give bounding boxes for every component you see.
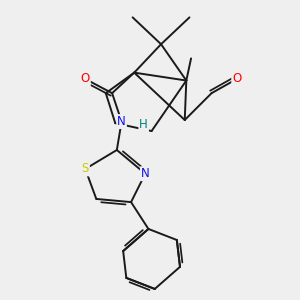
Text: H: H: [139, 118, 148, 131]
Text: N: N: [141, 167, 150, 180]
Text: S: S: [82, 162, 89, 176]
Text: N: N: [117, 115, 126, 128]
Text: O: O: [81, 72, 90, 86]
Text: O: O: [232, 72, 242, 86]
